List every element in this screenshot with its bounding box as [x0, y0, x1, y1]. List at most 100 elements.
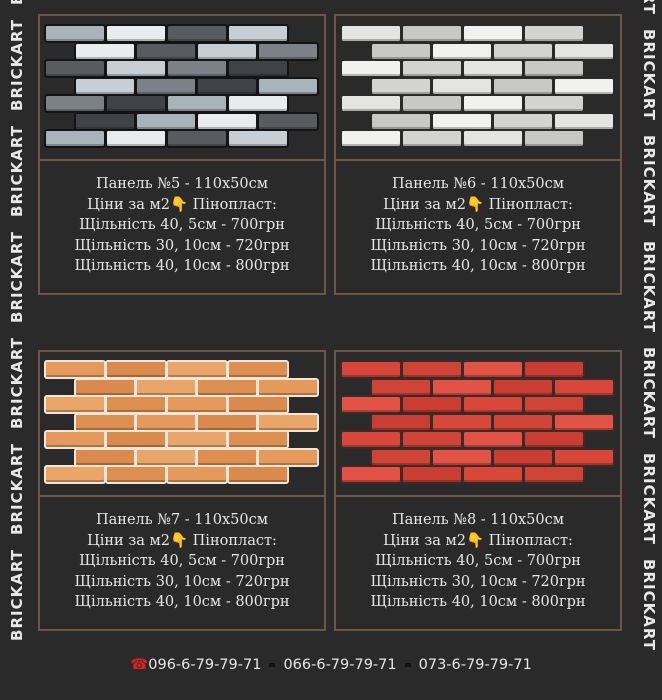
brick	[431, 76, 493, 96]
brick	[227, 94, 289, 113]
brick	[340, 465, 402, 484]
brick	[553, 76, 615, 96]
price-line: Щільність 30, 10см - 720грн	[74, 573, 290, 590]
brick	[166, 360, 228, 379]
brick	[401, 465, 463, 484]
price-line: Щільність 40, 10см - 800грн	[74, 594, 290, 610]
brick	[492, 111, 554, 131]
brick	[135, 76, 197, 96]
brick	[135, 377, 197, 397]
brick	[370, 76, 432, 96]
hand-down-icon: 👇	[169, 532, 189, 549]
panel-image	[40, 352, 324, 497]
panel-title: Панель №7 - 110х50см	[95, 512, 269, 528]
price-line: Щільність 40, 5см - 700грн	[79, 217, 285, 233]
brick	[166, 24, 228, 43]
brick	[431, 377, 493, 397]
panel-title: Панель №5 - 110х50см	[95, 176, 269, 192]
brand-watermark-text: BRICKART	[8, 19, 26, 111]
brick	[340, 59, 402, 78]
brick	[492, 447, 554, 467]
brick	[44, 94, 106, 113]
brick	[227, 430, 289, 449]
brand-watermark-text: BRICKART	[640, 241, 658, 333]
brick	[257, 41, 319, 61]
brick	[462, 59, 524, 78]
brick	[227, 465, 289, 484]
brick	[462, 430, 524, 449]
phone-number[interactable]: 073-6-79-79-71	[418, 657, 532, 673]
brick	[462, 465, 524, 484]
brick	[74, 76, 136, 96]
brick	[105, 360, 167, 379]
prices-label: Ціни за м2👇 Пінопласт:	[383, 532, 573, 549]
brick	[196, 412, 258, 432]
brick	[553, 377, 615, 397]
brick	[370, 412, 432, 432]
brick	[74, 111, 136, 131]
brick	[401, 24, 463, 43]
brand-watermark-text: BRICKART	[8, 125, 26, 217]
brick	[196, 111, 258, 131]
brick	[553, 41, 615, 61]
brick	[166, 430, 228, 449]
brick	[431, 41, 493, 61]
panel-card-6: Панель №6 - 110х50см Ціни за м2👇 Пінопла…	[334, 14, 622, 295]
brick	[44, 395, 106, 414]
brick	[553, 412, 615, 432]
brick	[370, 41, 432, 61]
brand-watermark-text: BRICKART	[640, 347, 658, 439]
brick	[370, 377, 432, 397]
phone-icon: ☎	[130, 657, 149, 673]
prices-label: Ціни за м2👇 Пінопласт:	[87, 532, 277, 549]
brick	[135, 447, 197, 467]
separator	[404, 663, 411, 667]
price-line: Щільність 30, 10см - 720грн	[370, 573, 586, 590]
brick	[370, 447, 432, 467]
brand-watermark-text: BRICKART	[640, 453, 658, 545]
brick	[523, 430, 585, 449]
brand-watermark-left: BRICKART BRICKART BRICKART BRICKART BRICKART…	[2, 0, 32, 700]
brick	[74, 412, 136, 432]
phone-number[interactable]: 096-6-79-79-71	[148, 657, 262, 673]
brick	[462, 129, 524, 148]
brick	[431, 111, 493, 131]
brick	[340, 24, 402, 43]
panel-card-8: Панель №8 - 110х50см Ціни за м2👇 Пінопла…	[334, 350, 622, 631]
brick	[105, 129, 167, 148]
panel-info: Панель №8 - 110х50см Ціни за м2👇 Пінопла…	[336, 510, 620, 613]
brick	[105, 465, 167, 484]
phone-number[interactable]: 066-6-79-79-71	[283, 657, 397, 673]
brick	[105, 24, 167, 43]
brick	[227, 59, 289, 78]
brick	[401, 94, 463, 113]
brick	[401, 395, 463, 414]
hand-down-icon: 👇	[465, 532, 485, 549]
brick	[340, 360, 402, 379]
brick	[44, 24, 106, 43]
hand-down-icon: 👇	[465, 196, 485, 213]
brick	[523, 24, 585, 43]
brick	[166, 395, 228, 414]
brick	[370, 111, 432, 131]
brick	[196, 447, 258, 467]
brick	[227, 24, 289, 43]
brick	[401, 59, 463, 78]
brick	[492, 412, 554, 432]
price-line: Щільність 40, 10см - 800грн	[74, 258, 290, 274]
contact-footer: ☎096-6-79-79-71 066-6-79-79-71 073-6-79-79…	[0, 657, 662, 673]
brick	[135, 412, 197, 432]
brick	[553, 111, 615, 131]
brick	[257, 447, 319, 467]
brick	[44, 129, 106, 148]
brand-watermark-text: BRICKART	[640, 559, 658, 651]
price-line: Щільність 40, 5см - 700грн	[375, 553, 581, 569]
brick	[227, 129, 289, 148]
brick	[492, 377, 554, 397]
brick	[105, 395, 167, 414]
price-line: Щільність 40, 5см - 700грн	[79, 553, 285, 569]
price-line: Щільність 40, 5см - 700грн	[375, 217, 581, 233]
brick	[105, 94, 167, 113]
brick	[166, 59, 228, 78]
panel-card-7: Панель №7 - 110х50см Ціни за м2👇 Пінопла…	[38, 350, 326, 631]
